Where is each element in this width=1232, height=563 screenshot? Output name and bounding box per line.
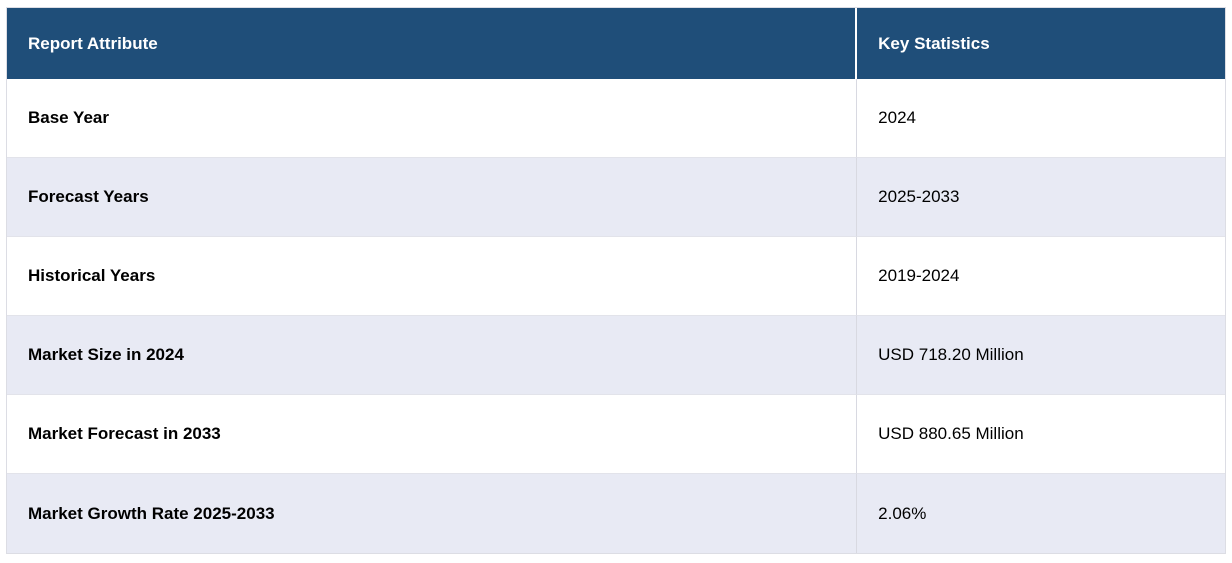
table-head: Report Attribute Key Statistics <box>7 8 1225 79</box>
table-row: Market Size in 2024 USD 718.20 Million <box>7 316 1225 395</box>
column-header-key-statistics: Key Statistics <box>857 8 1225 79</box>
column-header-report-attribute: Report Attribute <box>7 8 858 79</box>
attribute-cell: Market Forecast in 2033 <box>7 395 858 474</box>
attribute-cell: Base Year <box>7 79 858 158</box>
attribute-cell: Market Size in 2024 <box>7 316 858 395</box>
table-row: Market Growth Rate 2025-2033 2.06% <box>7 474 1225 553</box>
attribute-cell: Historical Years <box>7 237 858 316</box>
table-row: Forecast Years 2025-2033 <box>7 158 1225 237</box>
table-row: Historical Years 2019-2024 <box>7 237 1225 316</box>
report-attributes-table: Report Attribute Key Statistics Base Yea… <box>6 7 1226 554</box>
table-header-row: Report Attribute Key Statistics <box>7 8 1225 79</box>
attribute-cell: Forecast Years <box>7 158 858 237</box>
value-cell: USD 880.65 Million <box>857 395 1225 474</box>
value-cell: 2024 <box>857 79 1225 158</box>
attribute-cell: Market Growth Rate 2025-2033 <box>7 474 858 553</box>
table-row: Market Forecast in 2033 USD 880.65 Millio… <box>7 395 1225 474</box>
value-cell: 2025-2033 <box>857 158 1225 237</box>
value-cell: 2.06% <box>857 474 1225 553</box>
value-cell: 2019-2024 <box>857 237 1225 316</box>
table-body: Base Year 2024 Forecast Years 2025-2033 Hist… <box>7 79 1225 553</box>
value-cell: USD 718.20 Million <box>857 316 1225 395</box>
table-row: Base Year 2024 <box>7 79 1225 158</box>
